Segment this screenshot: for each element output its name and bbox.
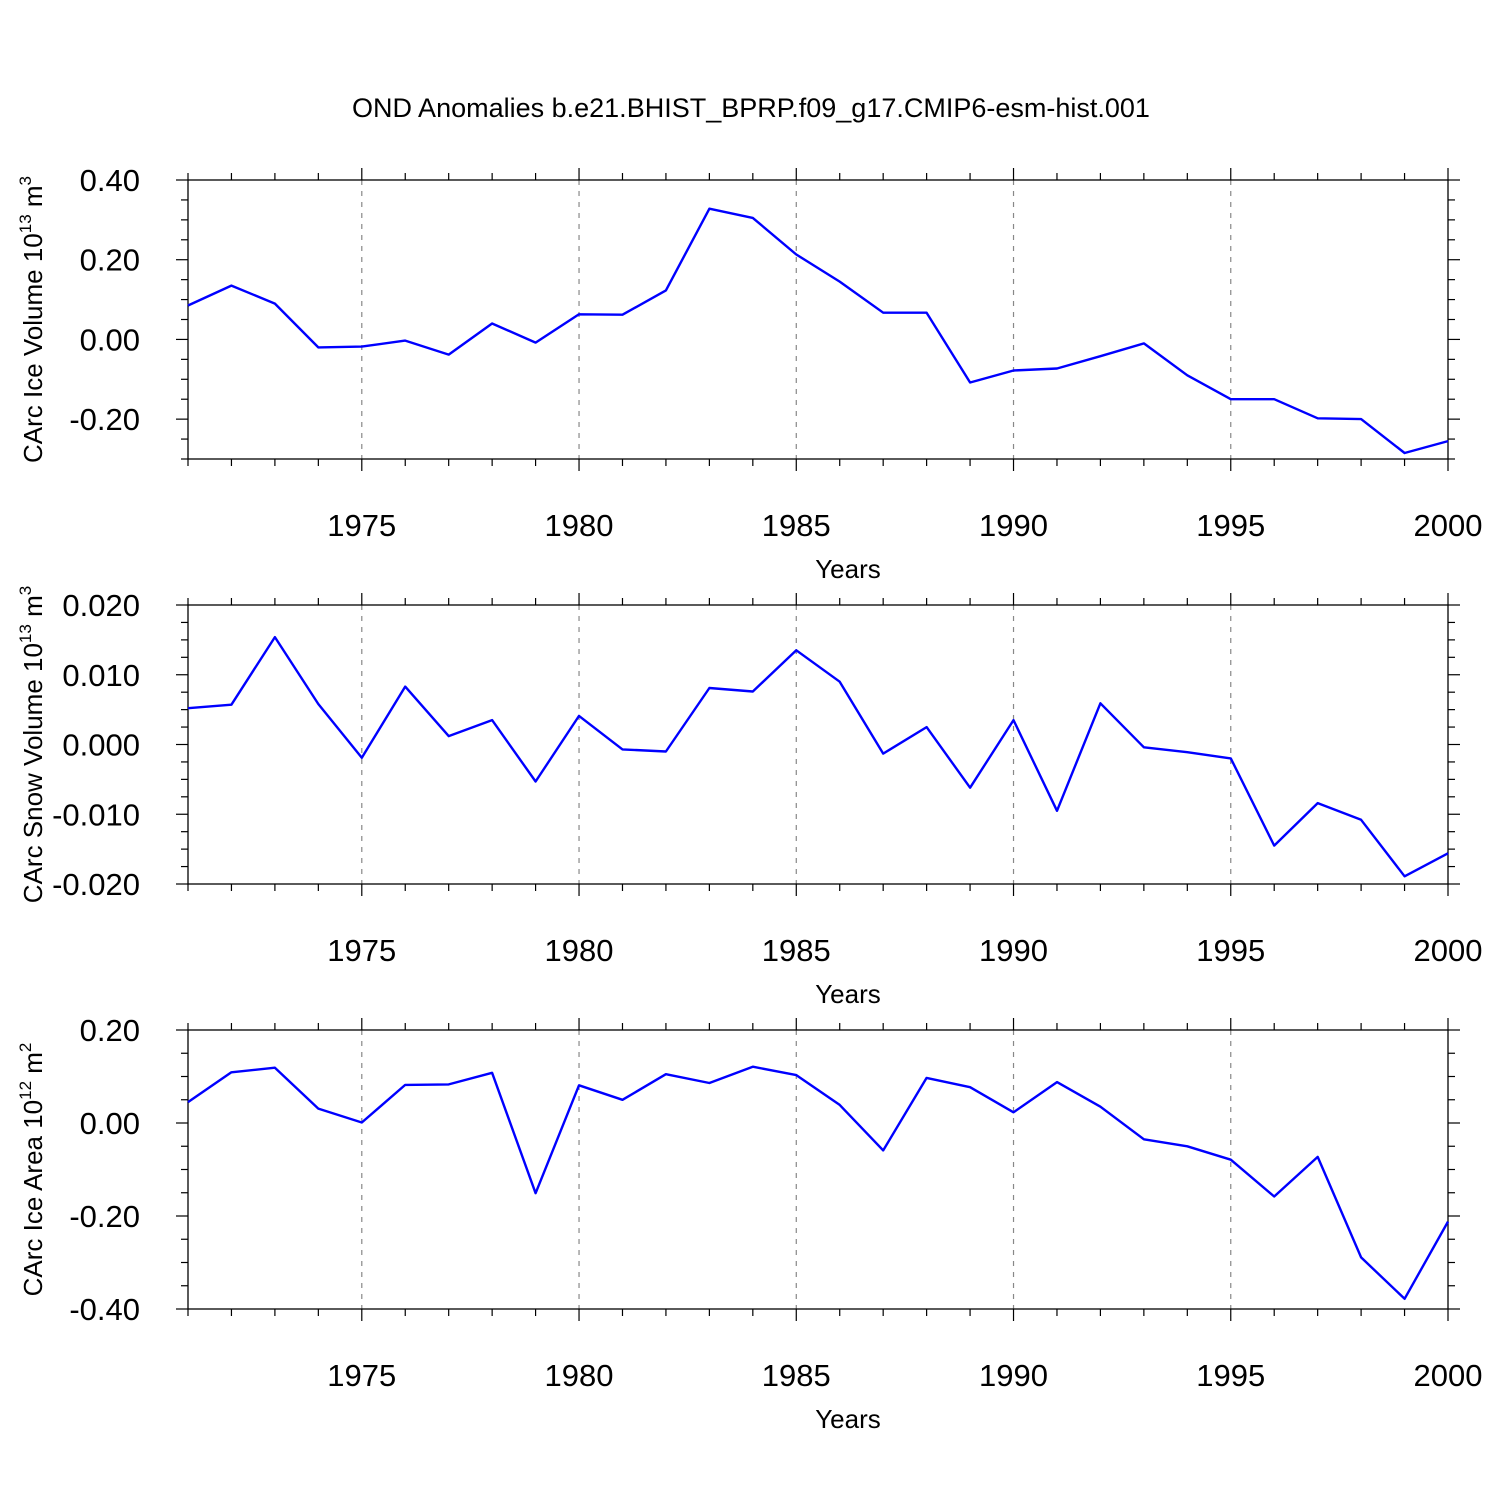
y-axis-label: CArc Ice Area 1012 m2: [16, 1043, 48, 1297]
y-axis-label: CArc Ice Volume 1013 m3: [16, 176, 48, 463]
y-tick-label: 0.020: [62, 588, 140, 623]
x-tick-label: 1995: [1196, 933, 1265, 968]
x-tick-label: 1995: [1196, 1358, 1265, 1393]
x-tick-label: 1990: [979, 1358, 1048, 1393]
y-axis-label-exponent: 13: [16, 624, 35, 643]
series-line-1: [187, 1065, 1450, 1301]
plot-frame: [187, 1029, 1449, 1310]
y-axis-label-unit-exponent: 3: [16, 586, 35, 595]
y-axis-label-unit-exponent: 2: [16, 1043, 35, 1052]
y-tick-label: 0.20: [80, 1013, 140, 1048]
y-tick-label: -0.20: [69, 1199, 140, 1234]
x-tick-label: 1975: [327, 508, 396, 543]
y-axis-label-exponent: 12: [16, 1081, 35, 1100]
x-tick-label: 1980: [545, 508, 614, 543]
x-tick-label: 1985: [762, 508, 831, 543]
y-axis-label: CArc Snow Volume 1013 m3: [16, 586, 48, 903]
plot-frame: [187, 604, 1449, 885]
x-tick-label: 1990: [979, 508, 1048, 543]
x-tick-label: 1990: [979, 933, 1048, 968]
y-tick-label: -0.010: [52, 797, 140, 832]
x-tick-label: 1980: [545, 1358, 614, 1393]
y-axis-label-text: CArc Snow Volume 10: [18, 643, 48, 903]
chart-panel-1: 0.40 0.20 0.00 -0.20 1975 1980 1985 1990 1995 200…: [16, 163, 1482, 584]
x-tick-label: 2000: [1414, 933, 1483, 968]
x-tick-label: 1985: [762, 933, 831, 968]
y-tick-label: -0.20: [69, 402, 140, 437]
plot-frame: [187, 179, 1449, 460]
y-tick-label: -0.40: [69, 1292, 140, 1327]
y-axis-label-unit: m: [18, 185, 48, 214]
y-tick-label: 0.000: [62, 728, 140, 763]
x-tick-label: 1995: [1196, 508, 1265, 543]
y-axis-label-unit-exponent: 3: [16, 176, 35, 185]
x-tick-label: 1975: [327, 1358, 396, 1393]
x-axis-label: Years: [815, 554, 881, 584]
y-axis-label-unit: m: [18, 1052, 48, 1081]
figure-title: OND Anomalies b.e21.BHIST_BPRP.f09_g17.C…: [352, 93, 1150, 123]
y-tick-label: 0.00: [80, 322, 140, 357]
x-axis-label: Years: [815, 979, 881, 1009]
x-tick-label: 2000: [1414, 1358, 1483, 1393]
x-tick-label: 1985: [762, 1358, 831, 1393]
x-tick-label: 1980: [545, 933, 614, 968]
y-axis-label-text: CArc Ice Area 10: [18, 1100, 48, 1297]
x-tick-label: 2000: [1414, 508, 1483, 543]
y-tick-label: 0.010: [62, 658, 140, 693]
chart-panel-2: 0.020 0.010 0.000 -0.010 -0.020 1975 1980 1985 1…: [16, 586, 1482, 1009]
y-axis-label-text: CArc Ice Volume 10: [18, 233, 48, 463]
y-tick-label: 0.00: [80, 1106, 140, 1141]
x-tick-label: 1975: [327, 933, 396, 968]
series-line-1: [187, 207, 1449, 455]
chart-panel-3: 0.20 0.00 -0.20 -0.40 1975 1980 1985 1990 1995 20…: [16, 1013, 1482, 1434]
series-line-1: [187, 635, 1449, 878]
y-tick-label: -0.020: [52, 867, 140, 902]
y-tick-label: 0.40: [80, 163, 140, 198]
y-tick-label: 0.20: [80, 243, 140, 278]
y-axis-label-exponent: 13: [16, 214, 35, 233]
y-axis-label-unit: m: [18, 595, 48, 624]
x-axis-label: Years: [815, 1404, 881, 1434]
